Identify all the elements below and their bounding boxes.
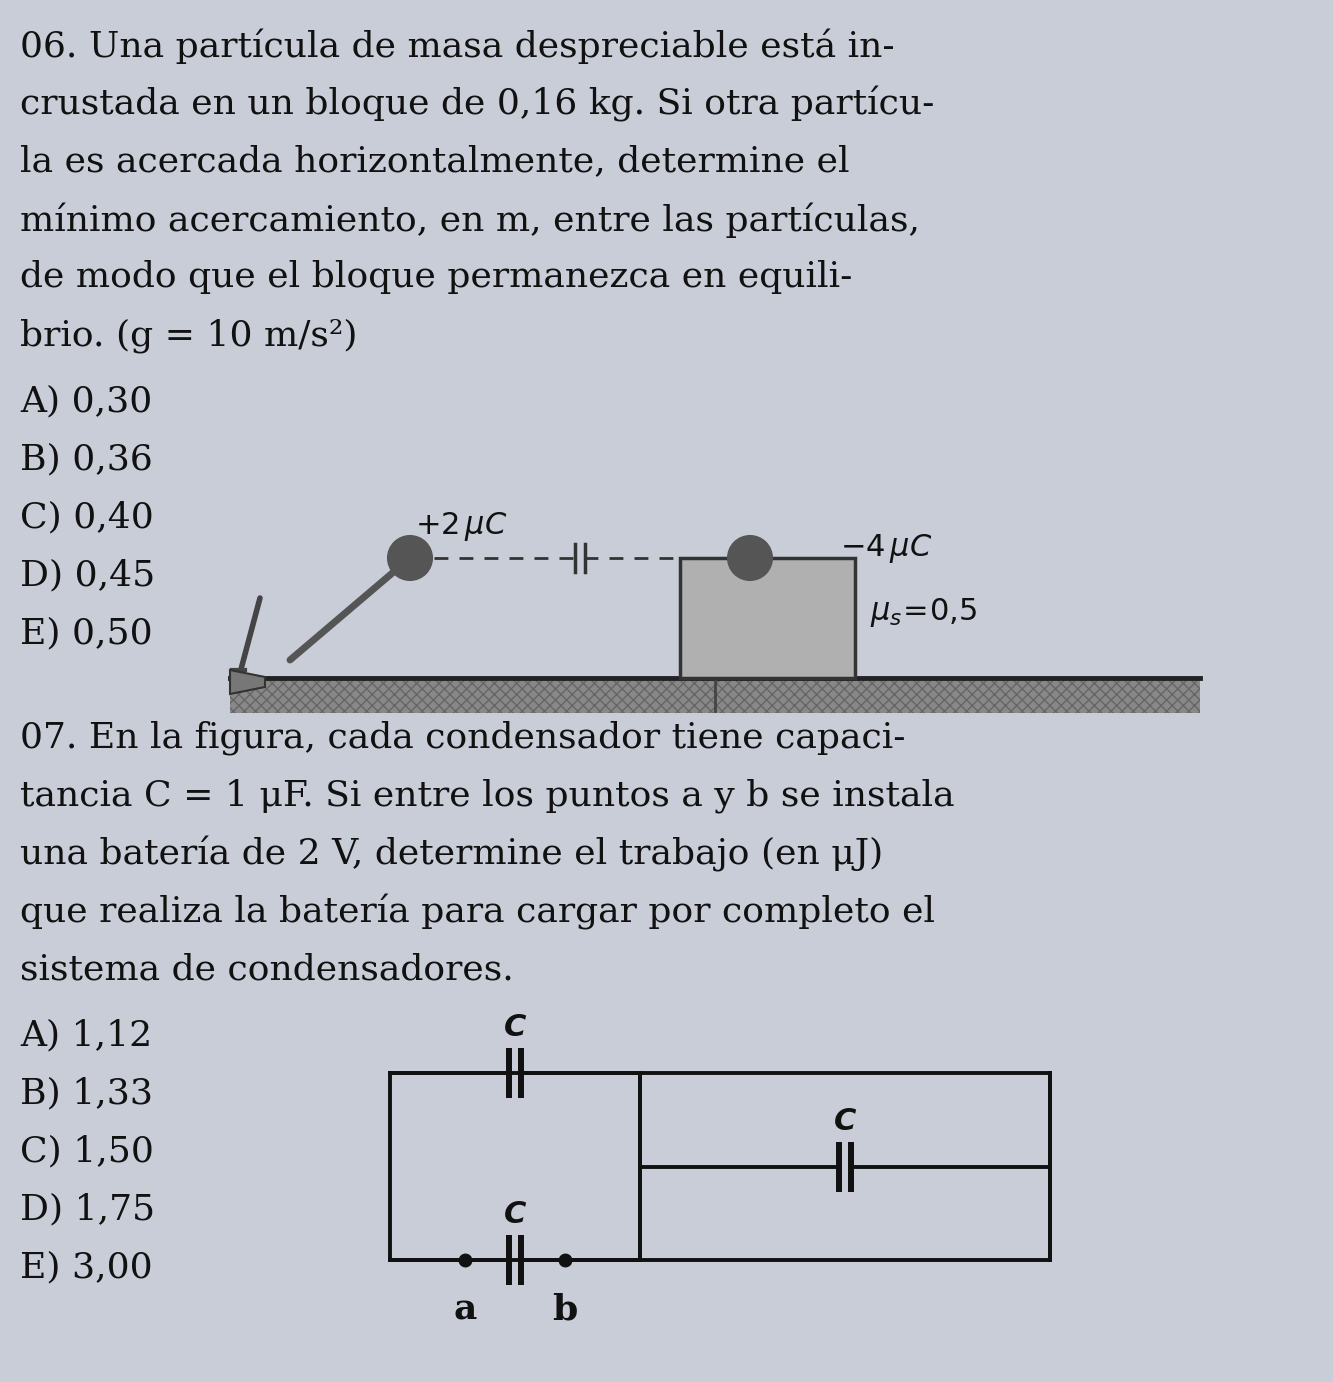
Text: E) 3,00: E) 3,00 [20, 1249, 152, 1284]
Text: 06. Una partícula de masa despreciable está in-: 06. Una partícula de masa despreciable e… [20, 28, 894, 64]
Circle shape [388, 536, 432, 580]
Text: que realiza la batería para cargar por completo el: que realiza la batería para cargar por c… [20, 894, 936, 930]
Text: tancia C = 1 μF. Si entre los puntos a y b se instala: tancia C = 1 μF. Si entre los puntos a y… [20, 778, 954, 813]
Text: A) 1,12: A) 1,12 [20, 1019, 152, 1052]
Text: C: C [504, 1200, 527, 1229]
Text: $-4\,\mu C$: $-4\,\mu C$ [840, 532, 933, 564]
Text: a: a [453, 1292, 477, 1325]
Text: brio. (g = 10 m/s²): brio. (g = 10 m/s²) [20, 318, 357, 352]
Circle shape [728, 536, 772, 580]
Text: C: C [834, 1107, 856, 1136]
Text: mínimo acercamiento, en m, entre las partículas,: mínimo acercamiento, en m, entre las par… [20, 202, 920, 238]
Text: crustada en un bloque de 0,16 kg. Si otra partícu-: crustada en un bloque de 0,16 kg. Si otr… [20, 86, 934, 122]
Text: A) 0,30: A) 0,30 [20, 384, 152, 417]
Bar [231, 679, 1200, 713]
Text: $+2\,\mu C$: $+2\,\mu C$ [415, 510, 508, 543]
Text: 07. En la figura, cada condensador tiene capaci-: 07. En la figura, cada condensador tiene… [20, 720, 905, 755]
Text: E) 0,50: E) 0,50 [20, 616, 152, 650]
Text: sistema de condensadores.: sistema de condensadores. [20, 952, 513, 985]
Text: $\mu_s\!=\!0{,}5$: $\mu_s\!=\!0{,}5$ [870, 596, 977, 629]
Text: la es acercada horizontalmente, determine el: la es acercada horizontalmente, determin… [20, 144, 849, 178]
Text: B) 1,33: B) 1,33 [20, 1077, 153, 1110]
Text: D) 1,75: D) 1,75 [20, 1193, 155, 1226]
Text: C: C [504, 1013, 527, 1042]
Text: C) 1,50: C) 1,50 [20, 1135, 153, 1168]
Text: B) 0,36: B) 0,36 [20, 442, 153, 475]
Text: una batería de 2 V, determine el trabajo (en μJ): una batería de 2 V, determine el trabajo… [20, 836, 884, 872]
Bar [680, 558, 854, 679]
Text: de modo que el bloque permanezca en equili-: de modo que el bloque permanezca en equi… [20, 260, 852, 294]
Text: D) 0,45: D) 0,45 [20, 558, 155, 591]
Polygon shape [231, 670, 265, 694]
Text: b: b [552, 1292, 577, 1325]
Text: C) 0,40: C) 0,40 [20, 500, 153, 533]
